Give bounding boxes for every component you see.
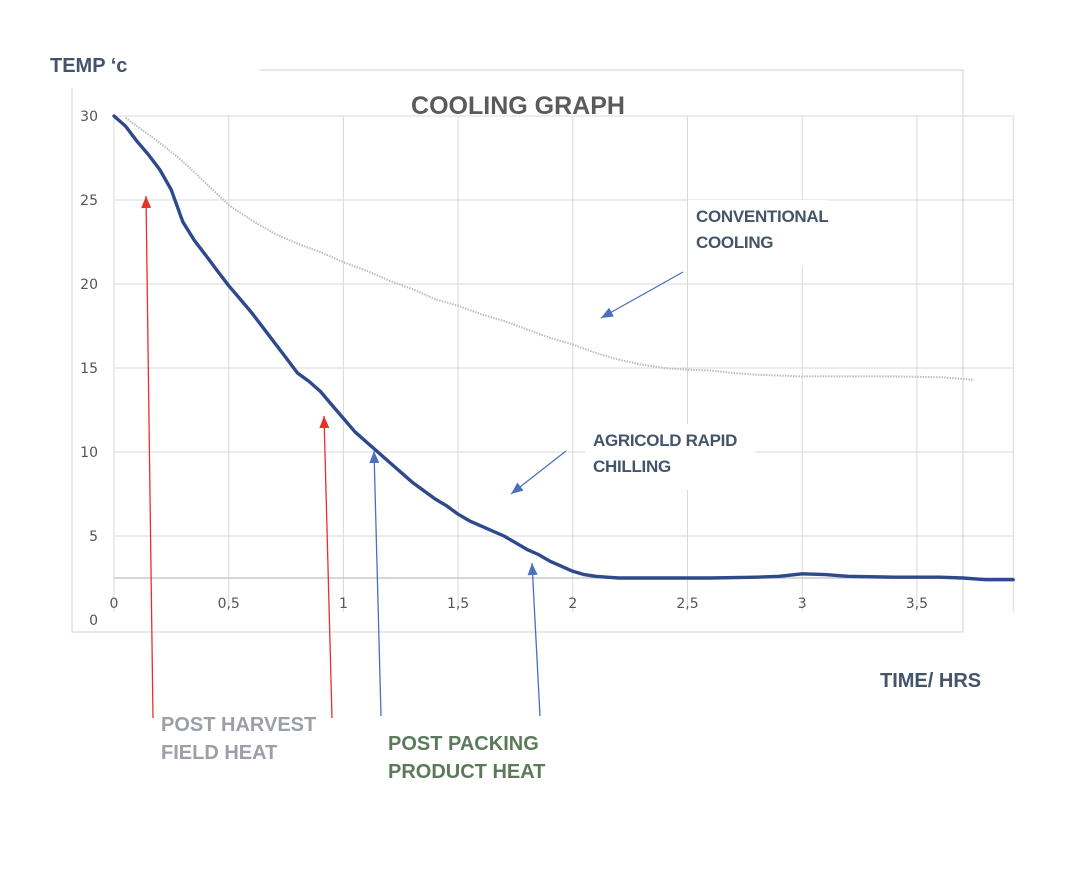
arrow-product-heat-2-head <box>527 563 538 576</box>
label-post-harvest-field-heat-line: POST HARVEST <box>161 714 316 736</box>
arrow-conventional-cooling-head <box>601 307 614 318</box>
x-tick-label: 1,5 <box>447 596 469 612</box>
arrow-field-heat-1-head <box>141 196 152 209</box>
x-tick-label: 3 <box>798 596 807 612</box>
annotation-arrows <box>141 195 684 719</box>
chart-title: COOLING GRAPH <box>411 92 625 120</box>
series-line-agricold-rapid-chilling <box>112 114 1015 582</box>
x-tick-label: 3,5 <box>906 596 928 612</box>
arrow-conventional-cooling <box>600 271 684 319</box>
arrow-product-heat-2 <box>531 562 541 717</box>
chart-area-border <box>71 69 964 633</box>
series-line-conventional-cooling <box>124 116 975 381</box>
x-tick-label: 2,5 <box>676 596 698 612</box>
arrow-product-heat-1-head <box>369 451 380 464</box>
arrow-field-heat-2-head <box>319 416 330 429</box>
label-post-packing-product-heat-line: POST PACKING <box>388 733 539 755</box>
y-tick-label: 25 <box>80 193 98 209</box>
x-tick-label: 2 <box>568 596 577 612</box>
arrow-agricold-head <box>511 482 524 494</box>
x-tick-label: 0 <box>110 596 119 612</box>
y-tick-label: 5 <box>89 529 98 545</box>
label-post-harvest-field-heat-line: FIELD HEAT <box>161 742 277 764</box>
label-agricold-rapid-chilling-bg <box>585 424 755 490</box>
label-post-packing-product-heat-line: PRODUCT HEAT <box>388 761 545 783</box>
arrow-field-heat-2 <box>323 415 333 719</box>
x-tick-label: 0,5 <box>218 596 240 612</box>
label-agricold-rapid-chilling-line: AGRICOLD RAPID <box>593 431 737 450</box>
series-lines <box>112 114 1015 582</box>
label-agricold-rapid-chilling-line: CHILLING <box>593 457 671 476</box>
gridlines <box>113 115 1014 612</box>
label-conventional-cooling-line: COOLING <box>696 233 773 252</box>
y-tick-label: 20 <box>80 277 98 293</box>
y-tick-label: 15 <box>80 361 98 377</box>
arrow-product-heat-1 <box>373 450 382 717</box>
y-tick-label: 30 <box>80 109 98 125</box>
y-tick-label: 10 <box>80 445 98 461</box>
tick-labels: 0 0,5 1 1,5 2 2,5 3 3,5 0 5 10 15 20 25 30 <box>80 109 928 629</box>
annotation-labels: CONVENTIONAL COOLING AGRICOLD RAPID CHILLIN… <box>161 200 829 783</box>
x-tick-label: 1 <box>339 596 348 612</box>
y-tick-label: 0 <box>89 613 98 629</box>
y-axis-label: TEMP ‘c <box>50 55 127 77</box>
label-conventional-cooling-bg <box>688 200 828 266</box>
x-axis-label: TIME/ HRS <box>880 670 981 692</box>
chart-frame <box>71 69 964 633</box>
arrow-field-heat-1 <box>145 195 154 719</box>
label-conventional-cooling-line: CONVENTIONAL <box>696 207 828 226</box>
